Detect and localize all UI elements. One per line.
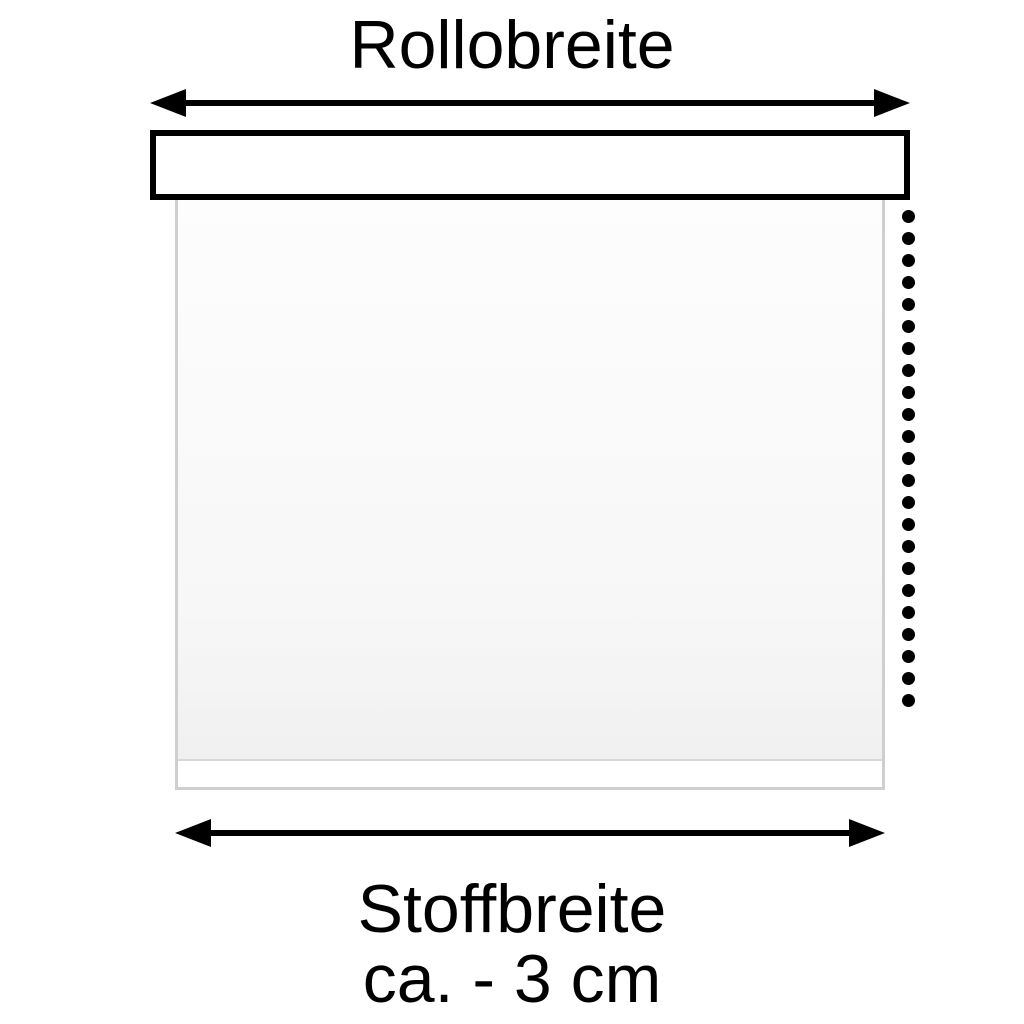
chain-bead-icon: [902, 408, 915, 421]
chain-bead-icon: [902, 430, 915, 443]
chain-bead-icon: [902, 210, 915, 223]
chain-bead-icon: [902, 540, 915, 553]
chain-bead-icon: [902, 342, 915, 355]
top-dimension-line: [170, 100, 890, 106]
chain-bead-icon: [902, 474, 915, 487]
chain-bead-icon: [902, 320, 915, 333]
bottom-arrow-right-icon: [849, 819, 885, 847]
chain-bead-icon: [902, 628, 915, 641]
chain-bead-icon: [902, 650, 915, 663]
chain-bead-icon: [902, 606, 915, 619]
chain-bead-icon: [902, 254, 915, 267]
bottom-dimension-label-2: ca. - 3 cm: [0, 940, 1024, 1018]
pull-chain: [902, 210, 915, 710]
chain-bead-icon: [902, 562, 915, 575]
chain-bead-icon: [902, 518, 915, 531]
bottom-dimension-line: [195, 830, 865, 836]
top-arrow-left-icon: [150, 89, 186, 117]
diagram-canvas: Rollobreite Stoffbreite ca. - 3 cm: [0, 0, 1024, 1024]
chain-bead-icon: [902, 584, 915, 597]
chain-bead-icon: [902, 386, 915, 399]
chain-bead-icon: [902, 232, 915, 245]
bottom-dimension-label-1: Stoffbreite: [0, 870, 1024, 948]
chain-bead-icon: [902, 496, 915, 509]
fabric-bottom-bar: [178, 759, 882, 787]
top-arrow-right-icon: [874, 89, 910, 117]
chain-bead-icon: [902, 694, 915, 707]
chain-bead-icon: [902, 298, 915, 311]
bottom-arrow-left-icon: [175, 819, 211, 847]
chain-bead-icon: [902, 276, 915, 289]
chain-bead-icon: [902, 452, 915, 465]
roller-cassette: [150, 130, 910, 200]
chain-bead-icon: [902, 672, 915, 685]
top-dimension-label: Rollobreite: [0, 6, 1024, 84]
fabric-panel: [175, 200, 885, 790]
chain-bead-icon: [902, 364, 915, 377]
